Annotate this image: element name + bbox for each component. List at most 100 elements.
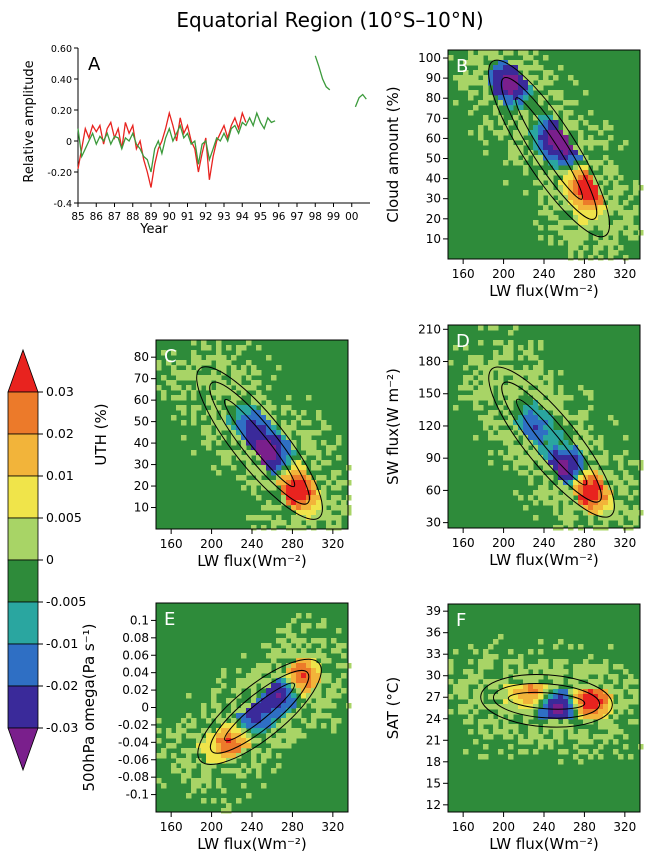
c-contour xyxy=(196,366,323,520)
f-ytick-label: 24 xyxy=(426,712,441,726)
e-xtick-label: 240 xyxy=(241,820,264,834)
b-ytick-label: 10 xyxy=(426,232,441,246)
a-xtick-label: 94 xyxy=(236,211,250,223)
b-panel-label: B xyxy=(456,56,468,77)
b-xlabel: LW flux(Wm⁻²) xyxy=(489,282,599,300)
e-xlabel: LW flux(Wm⁻²) xyxy=(197,835,307,853)
a-xtick-label: 85 xyxy=(71,211,84,223)
d-xtick-label: 160 xyxy=(452,536,475,550)
a-ytick-label: -0.20 xyxy=(47,168,72,179)
a-ytick-label: 0.40 xyxy=(51,75,72,86)
panel-e: 160 200 240 280 320 0.1 0.08 0.06 0.04 0.02 0 -0.02… xyxy=(80,602,352,853)
c-ytick-label: 50 xyxy=(134,415,149,429)
e-contour xyxy=(209,670,310,754)
c-heatmap-cells xyxy=(156,340,352,531)
e-ytick-label: -0.02 xyxy=(118,718,149,732)
d-ytick-label: 90 xyxy=(426,451,441,465)
a-series-green-2 xyxy=(314,55,331,91)
b-contour xyxy=(488,59,611,238)
c-panel-label: C xyxy=(164,346,177,367)
colorbar-band xyxy=(7,391,39,435)
panel-b: 160 200 240 280 320 10 20 30 40 50 60 70 80 90 100 LW f… xyxy=(384,49,644,300)
b-ytick-label: 50 xyxy=(426,152,441,166)
f-contour xyxy=(492,682,601,719)
e-xtick-label: 160 xyxy=(160,820,183,834)
b-ylabel: Cloud amount (%) xyxy=(384,86,402,222)
f-ytick-label: 30 xyxy=(426,669,441,683)
b-ytick-label: 60 xyxy=(426,131,441,145)
a-xtick-label: 91 xyxy=(181,211,194,223)
a-ytick-label: -0.4 xyxy=(53,199,72,210)
a-xtick-label: 00 xyxy=(345,211,358,223)
e-ytick-label: -0.1 xyxy=(126,788,149,802)
d-ytick-label: 30 xyxy=(426,516,441,530)
d-contour xyxy=(515,398,588,486)
d-ytick-label: 120 xyxy=(418,419,441,433)
colorbar-label: 0.01 xyxy=(46,468,74,483)
d-xtick-label: 200 xyxy=(492,536,515,550)
b-ytick-label: 40 xyxy=(426,172,441,186)
a-xtick-label: 93 xyxy=(217,211,230,223)
a-xlabel: Year xyxy=(139,222,168,237)
a-panel-label: A xyxy=(88,54,101,75)
c-xtick-label: 240 xyxy=(241,537,264,551)
c-xtick-label: 200 xyxy=(200,537,223,551)
e-ylabel: 500hPa omega(Pa s⁻¹) xyxy=(80,624,98,792)
a-xtick-label: 88 xyxy=(126,211,139,223)
e-ytick-label: 0.04 xyxy=(122,666,149,680)
a-series-green-3 xyxy=(354,93,367,108)
b-xtick-label: 160 xyxy=(452,267,475,281)
figure-title: Equatorial Region (10°S–10°N) xyxy=(176,8,483,32)
c-ytick-label: 60 xyxy=(134,393,149,407)
e-heatmap-cells xyxy=(156,613,352,814)
a-xtick-label: 96 xyxy=(272,211,286,223)
colorbar-band xyxy=(7,517,39,561)
e-ytick-label: 0.08 xyxy=(122,631,149,645)
a-xtick-label: 92 xyxy=(199,211,212,223)
f-xtick-label: 200 xyxy=(492,820,515,834)
colorbar-label: 0.005 xyxy=(46,510,82,525)
a-series-red-0 xyxy=(77,110,247,188)
panel-a: 0.60 0.40 0.20 0 -0.20 -0.485 86 87 88 89 90 91 92 93… xyxy=(22,44,370,237)
f-ylabel: SAT (°C) xyxy=(384,677,402,740)
f-ytick-label: 27 xyxy=(426,690,441,704)
f-xtick-label: 280 xyxy=(573,820,596,834)
b-contour xyxy=(500,77,598,220)
b-contour xyxy=(515,97,583,200)
d-heatmap-cells xyxy=(448,325,644,531)
c-ytick-label: 30 xyxy=(134,458,149,472)
f-ytick-label: 18 xyxy=(426,755,441,769)
colorbar-band xyxy=(7,643,39,687)
c-contour xyxy=(209,381,310,505)
d-ytick-label: 150 xyxy=(418,387,441,401)
e-ytick-label: -0.08 xyxy=(118,770,149,784)
a-ytick-label: 0.60 xyxy=(51,44,72,55)
c-xtick-label: 160 xyxy=(160,537,183,551)
c-xlabel: LW flux(Wm⁻²) xyxy=(197,552,307,570)
f-xlabel: LW flux(Wm⁻²) xyxy=(489,835,599,853)
colorbar-band xyxy=(7,559,39,603)
c-ytick-label: 80 xyxy=(134,350,149,364)
f-ytick-label: 21 xyxy=(426,733,441,747)
colorbar-band xyxy=(7,685,39,729)
b-xtick-label: 320 xyxy=(613,267,636,281)
e-ytick-label: 0 xyxy=(141,701,149,715)
f-heatmap-cells xyxy=(448,634,644,765)
colorbar-bottom-arrow xyxy=(7,727,39,772)
e-ytick-label: -0.06 xyxy=(118,753,149,767)
d-xtick-label: 280 xyxy=(573,536,596,550)
colorbar-label: 0.03 xyxy=(46,384,74,399)
d-contour xyxy=(501,381,602,503)
b-ytick-label: 80 xyxy=(426,91,441,105)
e-xtick-label: 320 xyxy=(321,820,344,834)
b-ytick-label: 70 xyxy=(426,111,441,125)
c-ytick-label: 10 xyxy=(134,501,149,515)
b-xtick-label: 280 xyxy=(573,267,596,281)
colorbar-label: -0.02 xyxy=(46,678,78,693)
b-ytick-label: 20 xyxy=(426,212,441,226)
c-ytick-label: 40 xyxy=(134,436,149,450)
b-xtick-label: 200 xyxy=(492,267,515,281)
panel-c: 160 200 240 280 320 10 20 30 40 50 60 70 80 LW flux(W… xyxy=(92,339,352,570)
a-xtick-label: 95 xyxy=(254,211,267,223)
c-xtick-label: 320 xyxy=(321,537,344,551)
